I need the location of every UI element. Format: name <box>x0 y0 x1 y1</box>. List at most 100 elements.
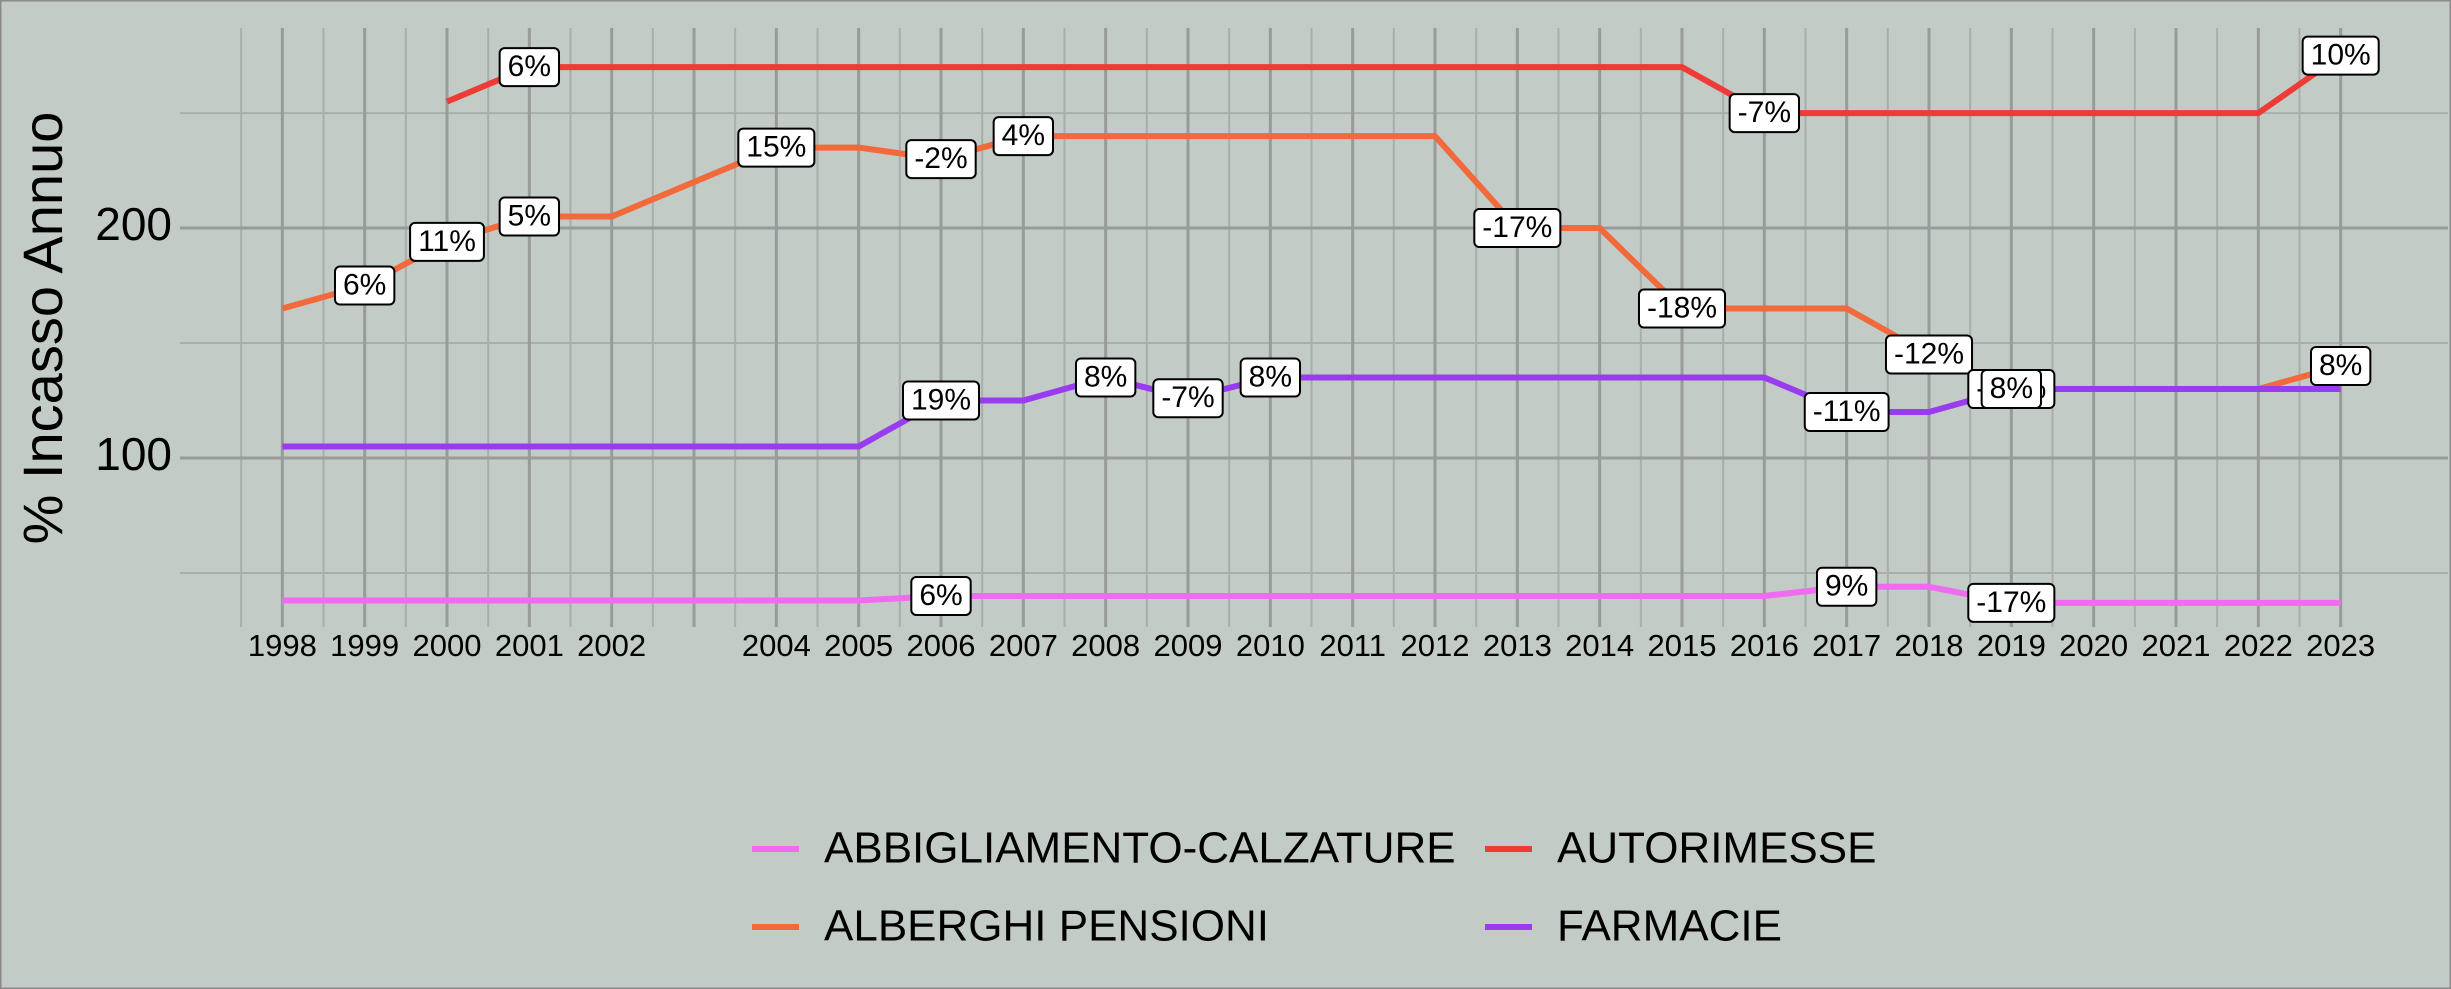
value-label-box <box>409 221 485 262</box>
value-label: 11% <box>409 221 485 262</box>
value-label-text: 19% <box>911 383 971 416</box>
value-label: 8% <box>1074 357 1137 398</box>
x-tick-label: 2017 <box>1812 628 1881 663</box>
value-label-text: -2% <box>914 142 967 175</box>
value-label-text: 6% <box>508 50 551 83</box>
value-label-text: 10% <box>2311 39 2371 72</box>
value-label-box <box>910 575 972 616</box>
value-label-box <box>498 196 561 237</box>
x-tick-label: 1999 <box>330 628 399 663</box>
value-label-text: -7% <box>1161 381 1214 414</box>
value-label-box <box>1473 208 1562 249</box>
value-label: 19% <box>901 380 981 421</box>
x-tick-label: 2006 <box>907 628 976 663</box>
x-tick-label: 2002 <box>577 628 646 663</box>
value-label-box <box>498 47 561 88</box>
value-label-text: -11% <box>1813 395 1881 428</box>
value-label-box <box>992 116 1055 157</box>
value-label-box <box>901 380 981 421</box>
value-label-text: 5% <box>508 199 551 232</box>
value-label: 10% <box>2301 35 2380 76</box>
x-tick-label: 2020 <box>2059 628 2128 663</box>
value-label-text: 6% <box>919 579 962 612</box>
value-label-text: -7% <box>1738 96 1791 129</box>
value-label-text: -12% <box>1894 337 1964 370</box>
series-line <box>445 53 2343 117</box>
value-label-text: -17% <box>1482 211 1552 244</box>
value-label-box <box>1815 566 1878 607</box>
y-tick-label: 100 <box>95 428 172 480</box>
value-label-box <box>1074 357 1137 398</box>
legend-label: AUTORIMESSE <box>1557 824 1876 873</box>
value-label-text: 8% <box>2319 349 2362 382</box>
value-label-box <box>1239 357 1302 398</box>
x-tick-label: 2011 <box>1319 628 1386 663</box>
x-tick-label: 2009 <box>1154 628 1223 663</box>
value-label-text: 9% <box>1825 570 1868 603</box>
x-tick-label: 2018 <box>1895 628 1964 663</box>
x-tick-label: 2010 <box>1236 628 1305 663</box>
value-label: 4% <box>992 116 1055 157</box>
x-tick-label: 2016 <box>1730 628 1799 663</box>
value-label: 8% <box>2309 346 2372 387</box>
value-label-box <box>1637 288 1727 329</box>
value-label-text: 15% <box>746 130 806 163</box>
value-label: 6% <box>333 265 396 306</box>
x-tick-label: 2022 <box>2224 628 2293 663</box>
value-label-box <box>1967 582 2056 623</box>
value-label-text: -18% <box>1647 291 1717 324</box>
y-axis-label: % Incasso Annuo <box>11 112 74 545</box>
x-tick-label: 2013 <box>1483 628 1552 663</box>
value-label-box <box>737 127 816 168</box>
value-label-text: 11% <box>418 225 476 258</box>
x-tick-label: 1998 <box>248 628 317 663</box>
value-label: 9% <box>1815 566 1878 607</box>
value-label-box <box>1152 378 1224 419</box>
value-label: 5% <box>498 196 561 237</box>
value-label-text: 8% <box>1990 372 2033 405</box>
x-tick-label: 2005 <box>824 628 893 663</box>
value-label-box <box>1884 334 1974 375</box>
legend-label: ALBERGHI PENSIONI <box>824 902 1269 951</box>
value-label: 6% <box>910 575 972 616</box>
value-label-box <box>333 265 396 306</box>
legend-label: FARMACIE <box>1557 902 1782 951</box>
value-label: 15% <box>737 127 816 168</box>
value-label: -7% <box>1152 378 1224 419</box>
value-label: -12% <box>1884 334 1974 375</box>
value-label-box <box>905 139 977 180</box>
value-label-box <box>1728 93 1801 134</box>
x-tick-label: 2007 <box>989 628 1058 663</box>
value-label: -18% <box>1637 288 1727 329</box>
x-tick-label: 2004 <box>742 628 811 663</box>
value-label-box <box>2309 346 2372 387</box>
x-tick-label: 2001 <box>495 628 564 663</box>
grid <box>180 28 2448 627</box>
value-label-text: 6% <box>343 268 386 301</box>
value-label-box <box>1803 392 1890 433</box>
x-tick-label: 2021 <box>2142 628 2211 663</box>
x-tick-label: 2015 <box>1648 628 1717 663</box>
value-label: -17% <box>1967 582 2056 623</box>
x-tick-label: 2012 <box>1401 628 1470 663</box>
x-tick-label: 2008 <box>1071 628 1140 663</box>
value-label-text: 8% <box>1084 360 1127 393</box>
value-label: 8% <box>1980 369 2043 410</box>
value-label-text: 8% <box>1249 360 1292 393</box>
value-label: -17% <box>1473 208 1562 249</box>
value-label-box <box>1980 369 2043 410</box>
value-label-text: 4% <box>1002 119 1045 152</box>
value-label: -11% <box>1803 392 1890 433</box>
value-label: 8% <box>1239 357 1302 398</box>
y-tick-label: 200 <box>95 198 172 250</box>
value-label-box <box>2301 35 2380 76</box>
value-label: 6% <box>498 47 561 88</box>
x-tick-label: 2023 <box>2306 628 2375 663</box>
x-tick-label: 2000 <box>413 628 482 663</box>
x-tick-label: 2014 <box>1565 628 1634 663</box>
value-label-text: -17% <box>1976 586 2046 619</box>
value-label: -2% <box>905 139 977 180</box>
legend-label: ABBIGLIAMENTO-CALZATURE <box>824 824 1456 873</box>
value-label: -7% <box>1728 93 1801 134</box>
